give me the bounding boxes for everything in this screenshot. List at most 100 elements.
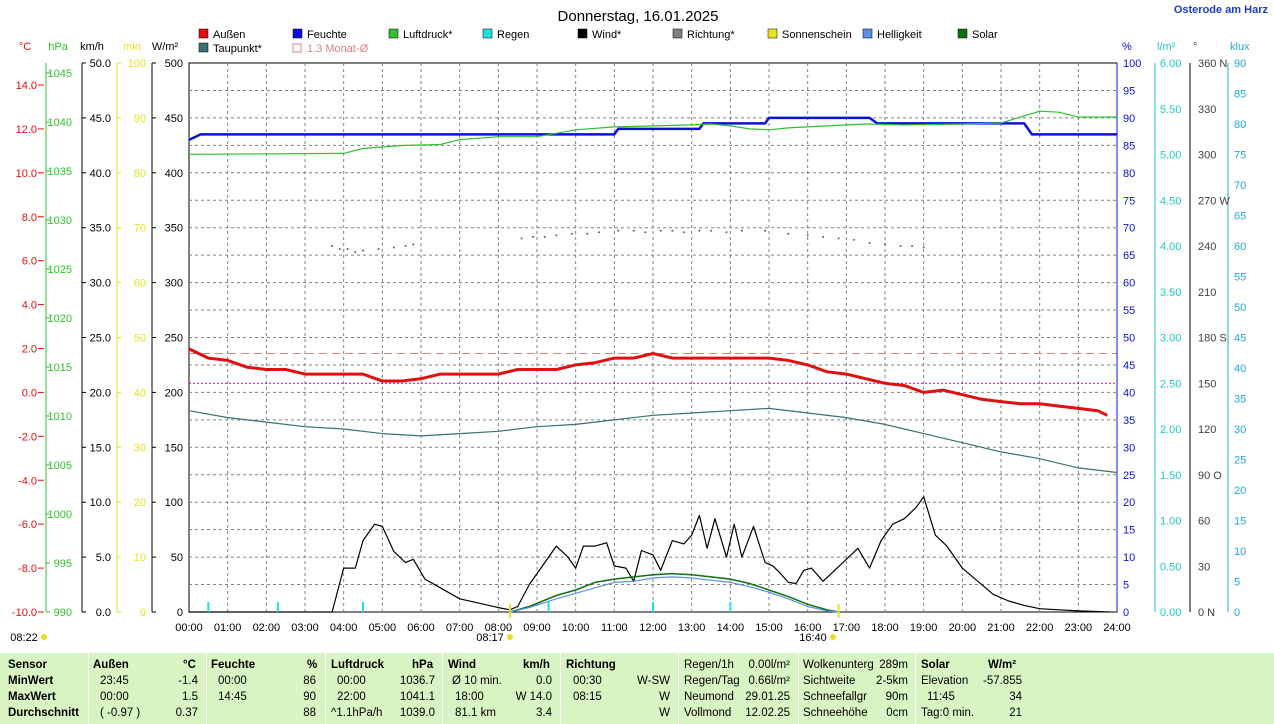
x-tick-label: 06:00	[407, 622, 435, 634]
temp-tick-label: 10.0	[16, 168, 37, 180]
wind-tick-label: 50.0	[90, 58, 111, 70]
lux-tick-label: 50	[1234, 302, 1246, 314]
direction-point	[659, 229, 662, 232]
misc-value: 0.00l/m²	[748, 659, 790, 671]
solar-label: 11:45	[927, 691, 955, 703]
legend-label: Richtung*	[687, 29, 735, 41]
direction-point	[884, 243, 886, 246]
series-feuchte-line	[188, 116, 1117, 142]
feuchte-max-time: 14:45	[218, 691, 247, 703]
wind-tick-label: 15.0	[90, 442, 111, 454]
legend-swatch	[292, 28, 303, 39]
marker-label: 08:22	[10, 632, 38, 644]
richtung-min-time: 00:30	[573, 675, 602, 687]
direction-point	[787, 232, 790, 235]
temp-tick-label: 8.0	[22, 212, 37, 224]
rain-tick-label: 4.00	[1160, 241, 1181, 253]
misc2-label: Schneefallgr	[803, 691, 867, 703]
lux-tick-label: 35	[1234, 394, 1246, 406]
solar-tick-label: 0	[177, 607, 183, 619]
luftdruck-avg-value: 1039.0	[399, 707, 435, 719]
temp-tick-label: 0.0	[22, 387, 37, 399]
direction-point	[922, 246, 925, 249]
richtung-avg-value: W	[659, 707, 670, 719]
direction-tick-label: 30	[1198, 561, 1210, 573]
direction-point	[698, 229, 701, 232]
wind-tick-label: 5.0	[96, 552, 111, 564]
luftdruck-trend: ^1.1hPa/h	[331, 707, 383, 719]
solar-tick-label: 200	[165, 387, 183, 399]
temp-tick-label: 12.0	[16, 124, 37, 136]
series-helligkeit-line	[509, 576, 839, 613]
humidity-tick-label: 25	[1123, 470, 1135, 482]
direction-point	[338, 248, 341, 251]
series-außen-line	[188, 347, 1108, 417]
direction-tick-label: 360 N	[1198, 58, 1227, 70]
legend-swatch	[198, 42, 209, 53]
wind-max-value: W 14.0	[515, 691, 552, 703]
solar-value: -57.855	[982, 675, 1022, 687]
misc-label: Regen/Tag	[684, 675, 740, 687]
legend-label: Taupunkt*	[213, 43, 263, 55]
solar-tick-label: 450	[165, 113, 183, 125]
misc2-label: Wolkenunterg	[803, 659, 874, 671]
pressure-tick-label: 1025	[48, 264, 72, 276]
humidity-tick-label: 5	[1123, 580, 1129, 592]
legend-label: Solar	[972, 29, 998, 41]
direction-tick-label: 0 N	[1198, 607, 1215, 619]
header-wind: Wind	[448, 659, 476, 671]
lux-tick-label: 5	[1234, 577, 1240, 589]
x-tick-label: 24:00	[1103, 622, 1131, 634]
sun-icon	[41, 634, 47, 640]
sun-tick-label: 10	[134, 552, 146, 564]
x-tick-label: 12:00	[639, 622, 667, 634]
direction-point	[740, 229, 743, 232]
humidity-tick-label: 95	[1123, 85, 1135, 97]
misc2-value: 0cm	[886, 707, 908, 719]
direction-point	[412, 243, 415, 246]
x-tick-label: 15:00	[755, 622, 783, 634]
sun-unit: min	[123, 41, 141, 53]
divider	[88, 653, 89, 724]
direction-point	[806, 234, 809, 237]
rain-tick-label: 3.50	[1160, 287, 1181, 299]
direction-point	[392, 246, 395, 249]
temp-tick-label: 4.0	[22, 300, 37, 312]
direction-tick-label: 180 S	[1198, 333, 1227, 345]
legend-swatch	[957, 28, 968, 39]
direction-point	[868, 241, 871, 244]
direction-tick-label: 240	[1198, 241, 1216, 253]
temp-tick-label: -8.0	[18, 563, 37, 575]
legend-label: Luftdruck*	[403, 29, 453, 41]
sun-tick-label: 0	[140, 607, 146, 619]
humidity-tick-label: 20	[1123, 497, 1135, 509]
rain-tick-label: 5.50	[1160, 104, 1181, 116]
pressure-tick-label: 1000	[48, 509, 72, 521]
humidity-tick-label: 10	[1123, 552, 1135, 564]
divider	[560, 653, 561, 724]
lux-tick-label: 70	[1234, 180, 1246, 192]
misc2-value: 2-5km	[876, 675, 908, 687]
misc-label: Regen/1h	[684, 659, 734, 671]
rain-tick-label: 2.00	[1160, 424, 1181, 436]
row-label-avg: Durchschnitt	[8, 707, 79, 719]
divider	[206, 653, 207, 724]
direction-tick-label: 270 W	[1198, 195, 1230, 207]
lux-tick-label: 30	[1234, 424, 1246, 436]
series-luftdruck-line	[188, 110, 1117, 155]
sunset-label: 16:40	[799, 632, 827, 644]
aussen-max-value: 1.5	[182, 691, 198, 703]
luftdruck-max-value: 1041.1	[399, 691, 435, 703]
pressure-tick-label: 1015	[48, 362, 72, 374]
legend-swatch	[388, 28, 399, 39]
legend-swatch	[577, 28, 588, 39]
lux-tick-label: 0	[1234, 607, 1240, 619]
pressure-tick-label: 1010	[48, 411, 72, 423]
lux-tick-label: 10	[1234, 546, 1246, 558]
legend-label: Helligkeit	[877, 29, 922, 41]
legend-label: 1.3 Monat-Ø	[307, 43, 369, 55]
rain-tick-label: 1.50	[1160, 470, 1181, 482]
lux-tick-label: 40	[1234, 363, 1246, 375]
sunset-icon	[830, 634, 836, 640]
misc2-label: Schneehöhe	[803, 707, 868, 719]
